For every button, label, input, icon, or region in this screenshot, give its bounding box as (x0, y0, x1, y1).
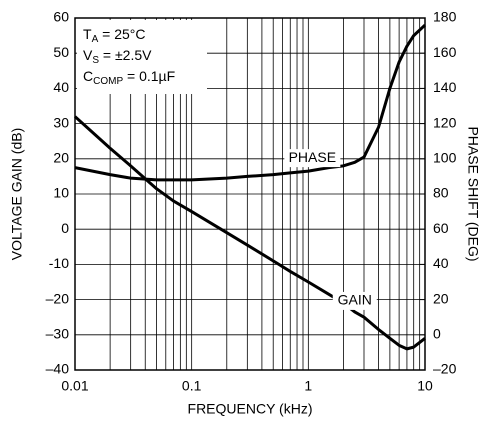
x-tick-label: 0.1 (182, 378, 202, 394)
annotation-main: C (83, 68, 93, 84)
y2-tick-label: 60 (433, 220, 449, 236)
y2-tick-label: –20 (433, 361, 457, 377)
y-tick-label: 0 (61, 220, 69, 236)
annotation-rest: = 0.1µF (123, 68, 175, 84)
plot-frame (74, 17, 426, 371)
annotation: CCOMP = 0.1µF (83, 68, 175, 87)
annotation-sub: COMP (93, 76, 123, 87)
annotation-rest: = 25°C (98, 26, 145, 42)
y-tick-label: 50 (53, 44, 69, 60)
y-tick-label: 30 (53, 114, 69, 130)
series-label: GAIN (338, 292, 372, 308)
y-tick-label: –40 (46, 361, 70, 377)
x-axis-label: FREQUENCY (kHz) (188, 401, 313, 417)
x-tick-label: 10 (417, 378, 433, 394)
annotation: TA = 25°C (83, 26, 145, 45)
y-tick-label: 40 (53, 79, 69, 95)
series-line (74, 23, 427, 182)
y-tick-label: 60 (53, 9, 69, 25)
annotation-main: T (83, 26, 92, 42)
annotation-box (77, 20, 207, 94)
y2-tick-label: 140 (433, 79, 457, 95)
y2-axis-label: PHASE SHIFT (DEG) (465, 126, 480, 261)
y2-tick-label: 20 (433, 290, 449, 306)
series-label: PHASE (289, 149, 336, 165)
y-tick-label: –20 (46, 290, 70, 306)
series-label-bg (284, 149, 341, 168)
annotation-sub: S (92, 55, 99, 66)
y-axis-label: VOLTAGE GAIN (dB) (9, 128, 25, 261)
annotation-sub: A (92, 34, 99, 45)
annotation-main: V (83, 47, 93, 63)
y-tick-label: 20 (53, 150, 69, 166)
y2-tick-label: 100 (433, 150, 457, 166)
y-tick-label: 10 (53, 185, 69, 201)
y-tick-label: -10 (49, 255, 69, 271)
y2-tick-label: 0 (433, 326, 441, 342)
x-tick-label: 0.01 (61, 378, 88, 394)
y-tick-label: –30 (46, 326, 70, 342)
y2-tick-label: 180 (433, 9, 457, 25)
annotation: VS = ±2.5V (83, 47, 152, 66)
y2-tick-label: 120 (433, 114, 457, 130)
y2-tick-label: 160 (433, 44, 457, 60)
series-line (73, 115, 426, 351)
annotation-rest: = ±2.5V (99, 47, 152, 63)
y2-tick-label: 40 (433, 255, 449, 271)
x-tick-label: 1 (304, 378, 312, 394)
series-label-bg (332, 291, 377, 310)
y2-tick-label: 80 (433, 185, 449, 201)
